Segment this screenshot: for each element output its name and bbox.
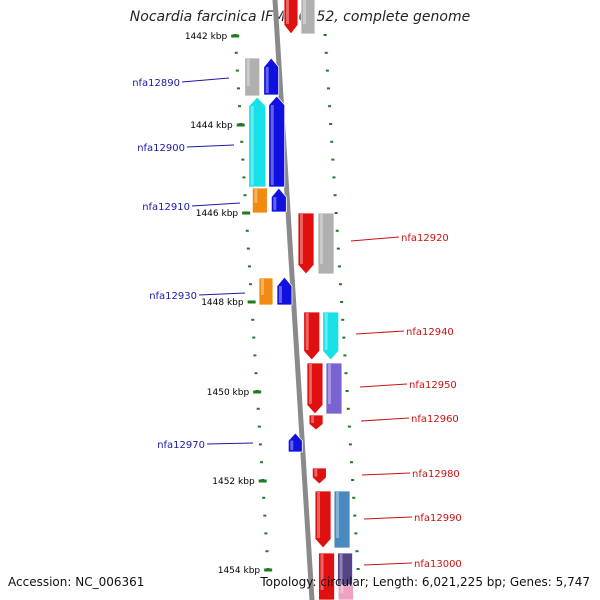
gene-highlight (270, 105, 274, 185)
gene-arrow[interactable] (338, 584, 354, 600)
gene-highlight (290, 440, 294, 450)
gene-highlight (250, 106, 254, 185)
gene-arrow[interactable] (287, 432, 303, 453)
leader-line (363, 562, 413, 566)
kbp-label: 1444 kbp (190, 121, 233, 131)
gene-arrow[interactable] (276, 276, 293, 306)
gene-label-right[interactable]: nfa12920 (401, 233, 449, 244)
gene-highlight (265, 67, 269, 93)
gene-highlight (273, 197, 277, 210)
gene-arrow[interactable] (308, 414, 324, 431)
gene-highlight (327, 364, 331, 404)
leader-line (360, 417, 410, 422)
gene-arrow[interactable] (322, 311, 340, 361)
leader-line (361, 472, 411, 476)
leader-line (181, 77, 230, 83)
gene-arrow[interactable] (251, 187, 268, 214)
gene-arrow[interactable] (283, 0, 299, 35)
gene-highlight (302, 0, 306, 24)
gene-highlight (339, 554, 343, 590)
topology-text: Topology: circular; Length: 6,021,225 bp… (260, 575, 590, 589)
gene-label-right[interactable]: nfa12940 (406, 327, 454, 338)
gene-arrow[interactable] (311, 467, 327, 485)
gene-labels: nfa12890 nfa12900 nfa12910 nfa12930 nfa12970… (132, 78, 462, 570)
gene-arrow[interactable] (244, 57, 261, 97)
kbp-ticks: 1442 kbp 1444 kbp 1446 kbp 1448 kbp 1450 kbp… (185, 32, 360, 576)
gene-highlight (320, 214, 324, 264)
gene-arrow[interactable] (314, 490, 332, 549)
accession-text: Accession: NC_006361 (8, 575, 145, 589)
kbp-label: 1442 kbp (185, 32, 228, 42)
label-leaders (181, 77, 413, 566)
gene-highlight (311, 416, 315, 423)
gene-arrow[interactable] (333, 490, 351, 549)
gene-highlight (305, 313, 309, 350)
gene-highlight (317, 492, 321, 538)
leader-line (350, 236, 400, 242)
gene-label-left[interactable]: nfa12910 (142, 202, 190, 213)
gene-arrow[interactable] (270, 187, 287, 213)
backbone-line (272, 0, 315, 600)
gene-arrow[interactable] (306, 362, 324, 415)
gene-arrow[interactable] (303, 311, 321, 361)
gene-label-left[interactable]: nfa12900 (137, 143, 185, 154)
gene-highlight (260, 279, 264, 295)
gene-arrow[interactable] (318, 552, 335, 600)
gene-highlight (300, 214, 304, 264)
gene-arrow[interactable] (300, 0, 316, 35)
gene-arrow[interactable] (263, 57, 280, 96)
kbp-label: 1452 kbp (212, 477, 255, 487)
gene-highlight (308, 364, 312, 404)
leader-line (206, 442, 254, 445)
gene-arrow[interactable] (325, 362, 343, 415)
kbp-label: 1446 kbp (196, 209, 239, 219)
leader-line (363, 516, 413, 520)
gene-highlight (324, 313, 328, 350)
gene-label-left[interactable]: nfa12970 (157, 440, 205, 451)
gene-highlight (254, 189, 258, 203)
gene-highlight (246, 59, 250, 86)
leader-line (198, 292, 246, 296)
gene-highlight (340, 586, 344, 593)
kbp-label: 1450 kbp (207, 388, 250, 398)
kbp-label: 1448 kbp (201, 298, 244, 308)
gene-label-right[interactable]: nfa12990 (414, 513, 462, 524)
gene-label-right[interactable]: nfa12960 (411, 414, 459, 425)
gene-label-right[interactable]: nfa12950 (409, 380, 457, 391)
genome-backbone (272, 0, 315, 600)
leader-line (186, 144, 235, 148)
gene-label-left[interactable]: nfa12930 (149, 291, 197, 302)
kbp-label: 1454 kbp (218, 566, 261, 576)
gene-highlight (285, 0, 289, 24)
gene-arrow[interactable] (248, 96, 267, 188)
gene-highlight (336, 492, 340, 538)
leader-line (191, 202, 241, 207)
genome-title: Nocardia farcinica IFM 10152, complete g… (129, 9, 471, 25)
leader-line (359, 383, 408, 388)
gene-arrow[interactable] (317, 212, 335, 275)
gene-track (244, 0, 354, 600)
gene-highlight (314, 469, 318, 477)
gene-highlight (320, 554, 324, 590)
gene-arrow[interactable] (297, 212, 315, 275)
gene-highlight (278, 286, 282, 303)
leader-line (355, 330, 405, 335)
gene-label-right[interactable]: nfa12980 (412, 469, 460, 480)
gene-label-left[interactable]: nfa12890 (132, 78, 180, 89)
gene-arrow[interactable] (268, 95, 286, 188)
gene-label-right[interactable]: nfa13000 (414, 559, 462, 570)
gene-arrow[interactable] (258, 277, 274, 306)
